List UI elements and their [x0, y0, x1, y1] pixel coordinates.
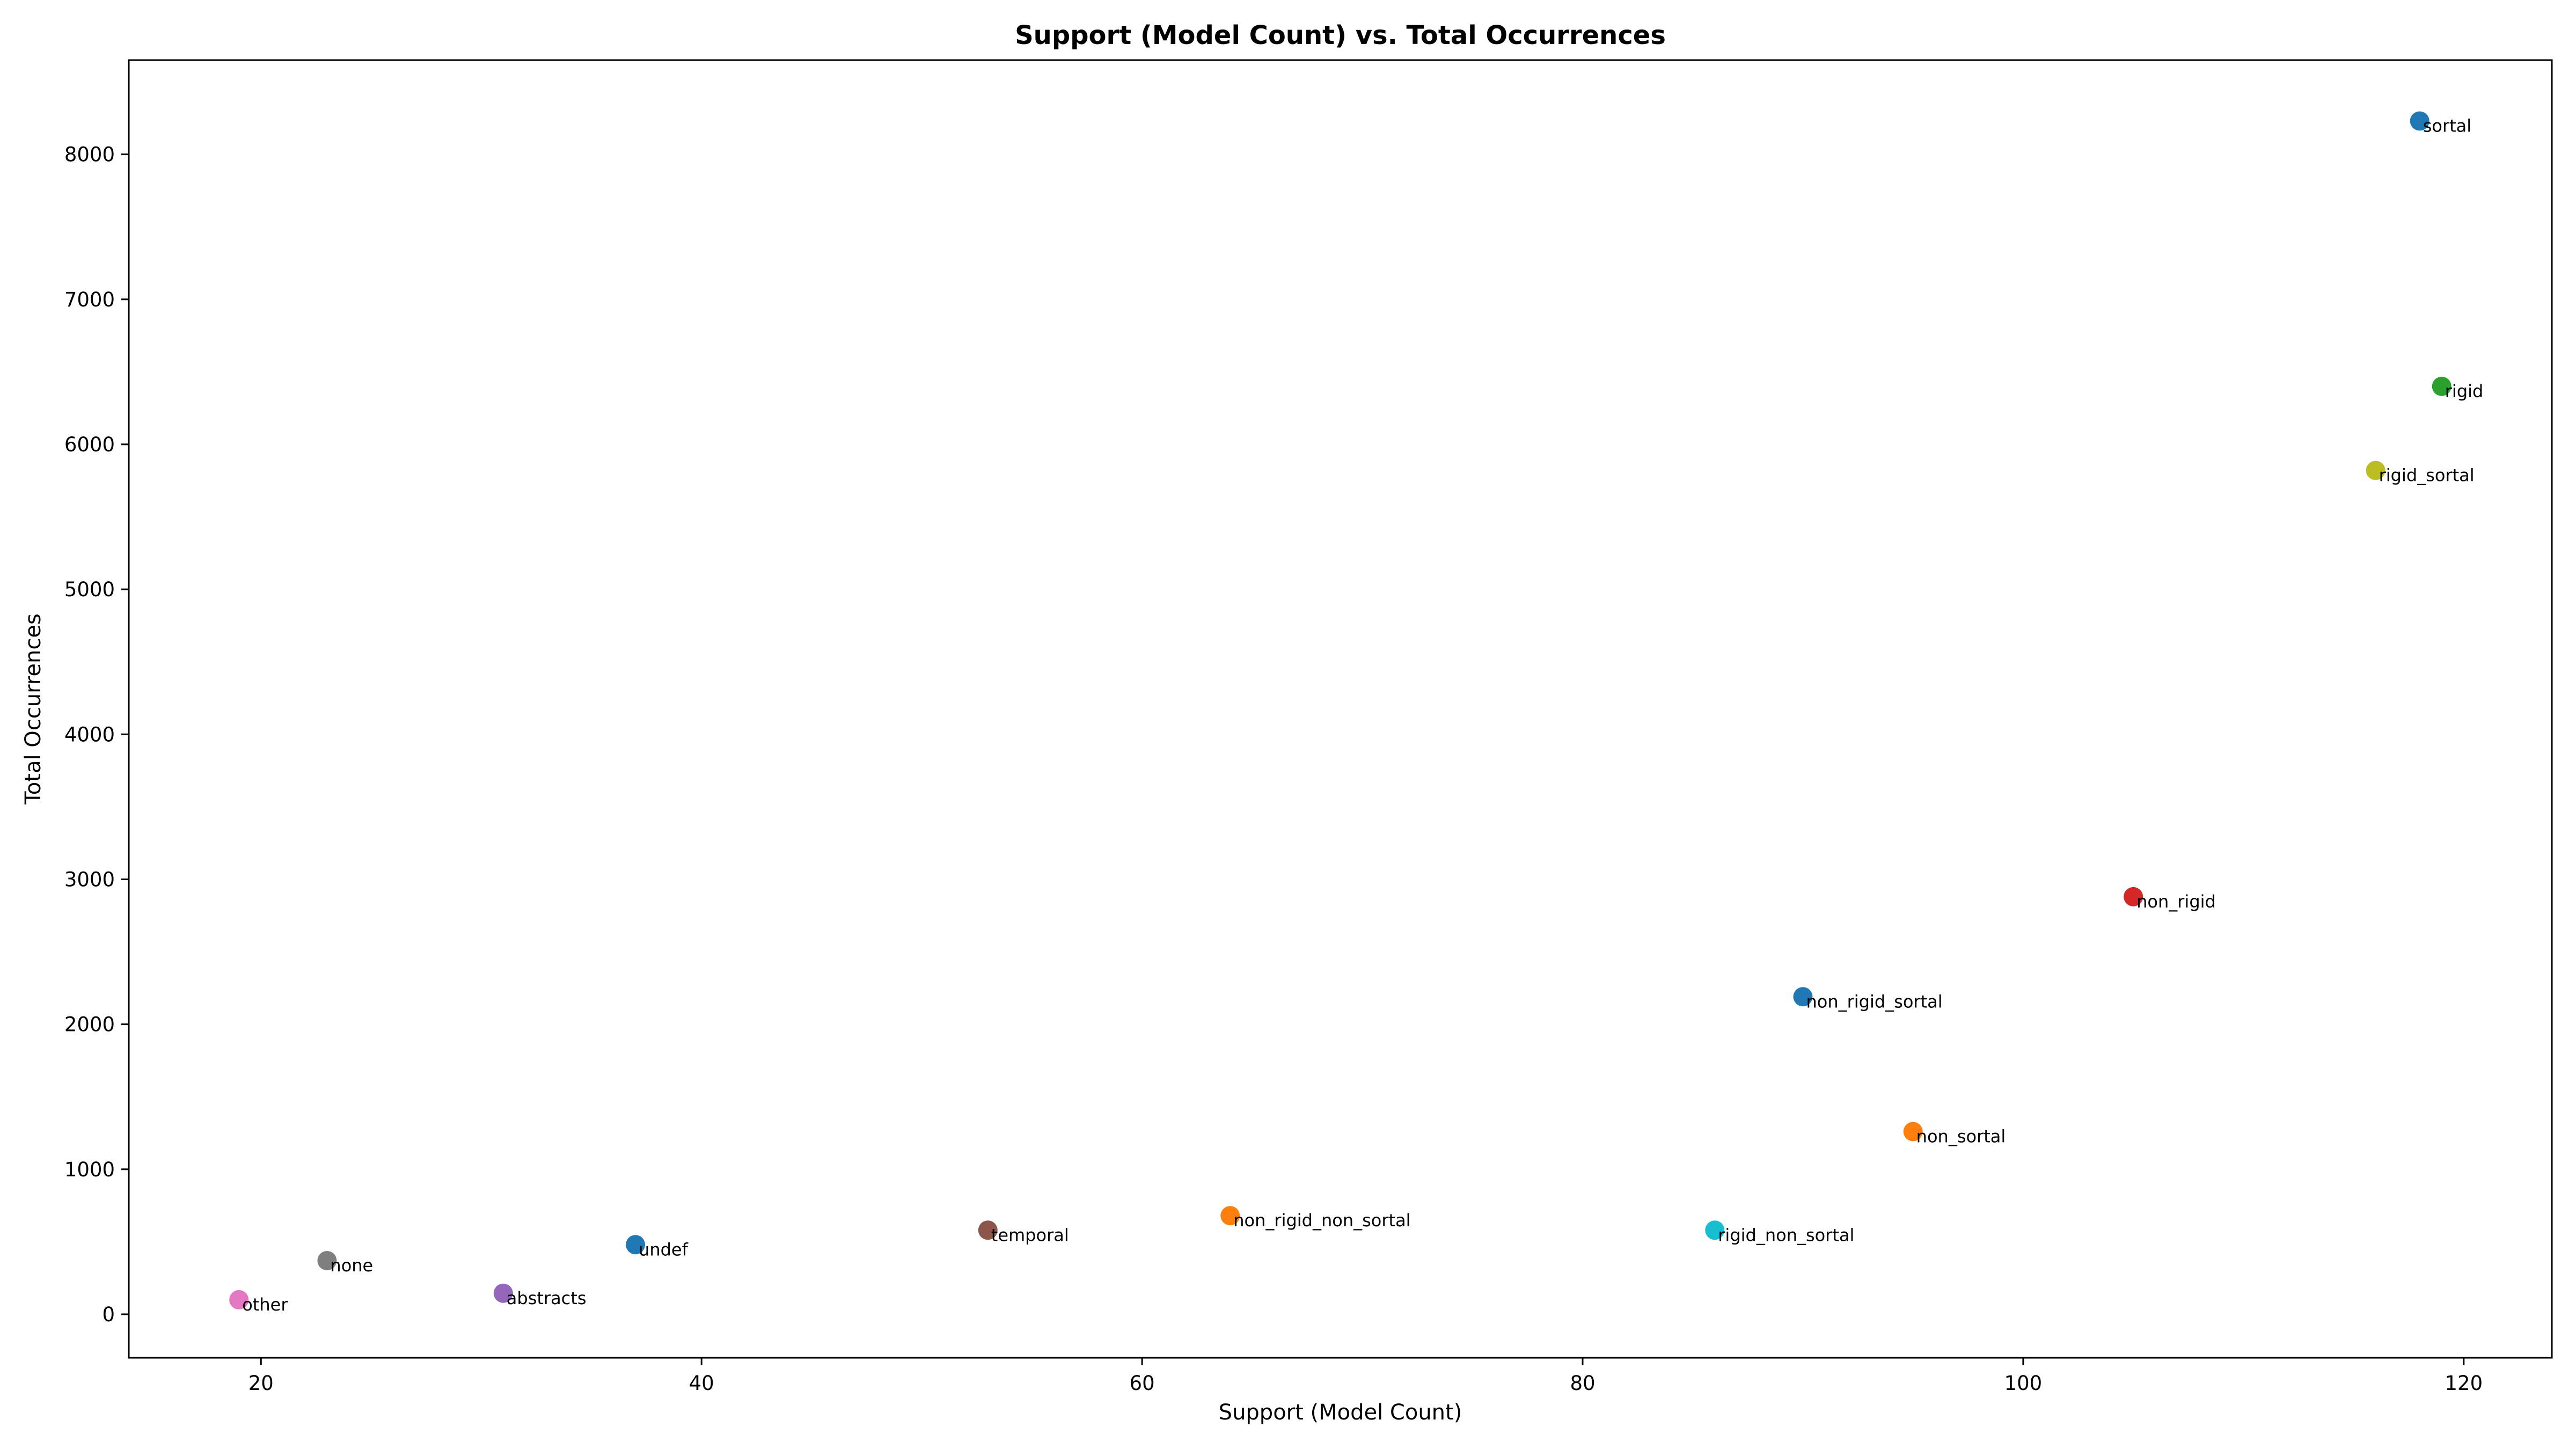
- x-tick-label: 120: [2445, 1372, 2483, 1395]
- data-label-non-rigid: non_rigid: [2136, 891, 2216, 912]
- data-label-non-sortal: non_sortal: [1916, 1126, 2006, 1147]
- data-point-non-rigid-sortal: [1793, 987, 1813, 1007]
- data-label-rigid-sortal: rigid_sortal: [2379, 465, 2475, 486]
- y-tick-label: 2000: [64, 1013, 115, 1036]
- x-tick-label: 100: [2004, 1372, 2043, 1395]
- y-tick-label: 6000: [64, 433, 115, 456]
- x-tick-label: 60: [1130, 1372, 1155, 1395]
- data-point-non-rigid: [2124, 887, 2143, 906]
- y-axis-label: Total Occurrences: [21, 613, 46, 805]
- data-label-non-rigid-sortal: non_rigid_sortal: [1806, 991, 1942, 1012]
- data-points: sortal rigid rigid_sortal non_rigid non_rigi…: [229, 111, 2484, 1315]
- x-tick-label: 20: [248, 1372, 274, 1395]
- data-point-rigid: [2432, 376, 2451, 396]
- data-point-non-sortal: [1903, 1122, 1923, 1141]
- data-point-none: [317, 1250, 337, 1270]
- data-point-rigid-sortal: [2366, 460, 2385, 480]
- y-tick-label: 3000: [64, 868, 115, 891]
- y-tick-label: 7000: [64, 288, 115, 311]
- data-label-undef: undef: [639, 1239, 689, 1260]
- y-tick-label: 4000: [64, 723, 115, 746]
- x-tick-label: 80: [1570, 1372, 1595, 1395]
- data-point-undef: [626, 1235, 646, 1255]
- data-label-rigid: rigid: [2445, 381, 2484, 401]
- data-label-non-rigid-non-sortal: non_rigid_non_sortal: [1233, 1210, 1410, 1231]
- y-axis: 0 1000 2000 3000 4000 5000 6000 7000 8000: [64, 143, 129, 1326]
- x-axis-label: Support (Model Count): [1219, 1400, 1462, 1425]
- data-label-none: none: [330, 1255, 373, 1276]
- chart-title: Support (Model Count) vs. Total Occurren…: [1015, 20, 1666, 50]
- x-axis: 20 40 60 80 100 120: [248, 1358, 2483, 1395]
- y-tick-label: 8000: [64, 143, 115, 166]
- data-label-abstracts: abstracts: [507, 1288, 587, 1308]
- y-tick-label: 0: [102, 1303, 115, 1326]
- data-point-non-rigid-non-sortal: [1220, 1206, 1240, 1226]
- plot-frame: [128, 59, 2553, 1359]
- y-tick-label: 5000: [64, 578, 115, 601]
- x-tick-label: 40: [689, 1372, 714, 1395]
- data-point-sortal: [2410, 111, 2429, 131]
- data-label-sortal: sortal: [2423, 115, 2471, 136]
- data-label-temporal: temporal: [991, 1225, 1069, 1245]
- data-point-rigid-non-sortal: [1705, 1220, 1725, 1240]
- data-label-rigid-non-sortal: rigid_non_sortal: [1718, 1225, 1854, 1245]
- data-point-other: [229, 1290, 249, 1309]
- y-tick-label: 1000: [64, 1158, 115, 1181]
- data-point-abstracts: [493, 1283, 513, 1303]
- data-label-other: other: [242, 1294, 288, 1315]
- data-point-temporal: [978, 1220, 998, 1240]
